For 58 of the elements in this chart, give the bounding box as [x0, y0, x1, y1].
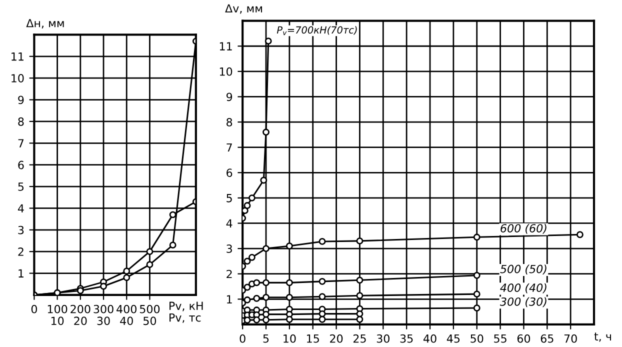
y-tick-label: 4 — [18, 204, 24, 212]
x-tick-label: 0 — [240, 334, 246, 343]
x2-tick-label: 10 — [51, 316, 64, 326]
y-tick-label: 9 — [18, 96, 24, 104]
x-tick-label: 45 — [446, 334, 460, 343]
x-tick-label: 5 — [263, 334, 269, 343]
y-tick-label: 3 — [18, 226, 24, 234]
y-tick-label: 5 — [226, 194, 232, 202]
y-tick-label: 6 — [18, 160, 24, 170]
y-tick-label: 7 — [18, 139, 24, 148]
series-label: 500 (50) — [500, 264, 546, 275]
series-label: 400 (40) — [500, 283, 546, 294]
y-axis-title: Δv, мм — [225, 4, 262, 14]
x-tick-label: 10 — [284, 334, 296, 343]
annotation: P$_{v}$=700кН(70тс) — [276, 26, 357, 36]
y-tick-label: 9 — [226, 92, 232, 102]
y-tick-label: 1 — [18, 269, 24, 278]
y-tick-label: 5 — [18, 182, 24, 191]
x-tick-label: 30 — [376, 334, 390, 343]
x2-tick-label: 50 — [144, 316, 156, 326]
x2-axis-title: Pv, тс — [170, 314, 201, 323]
x-tick-label: 200 — [70, 304, 90, 314]
y-tick-label: 11 — [220, 42, 232, 50]
y-tick-label: 10 — [220, 67, 232, 76]
y-tick-label: 8 — [226, 118, 232, 126]
y-tick-label: 2 — [226, 270, 232, 278]
x-tick-label: 20 — [330, 334, 343, 343]
x-axis-title: Pv, кН — [170, 302, 203, 312]
x2-tick-label: 20 — [74, 316, 87, 326]
y-tick-label: 6 — [226, 168, 232, 178]
x-tick-label: 15 — [307, 334, 319, 343]
x-tick-label: 35 — [400, 334, 413, 343]
y-tick-label: 1 — [227, 295, 232, 304]
x-tick-label: 500 — [140, 304, 160, 314]
x-tick-label: 400 — [116, 304, 136, 314]
x-tick-label: 65 — [540, 334, 554, 343]
x2-tick-label: 30 — [97, 316, 110, 326]
x-tick-label: 0 — [31, 304, 38, 314]
x2-tick-label: 40 — [120, 316, 133, 326]
y-tick-label: 11 — [12, 52, 24, 61]
y-tick-label: 10 — [12, 74, 24, 82]
x-tick-label: 40 — [423, 334, 436, 343]
x-tick-label: 300 — [94, 304, 114, 314]
series-label: 300 (30) — [500, 297, 546, 308]
series-label: 600 (60) — [500, 224, 546, 234]
x-tick-label: 55 — [494, 334, 506, 343]
y-tick-label: 8 — [18, 117, 24, 126]
y-tick-label: 4 — [226, 219, 232, 228]
y-tick-label: 2 — [18, 248, 24, 256]
y-tick-label: 3 — [226, 244, 232, 253]
y-tick-label: 7 — [226, 143, 232, 152]
y-axis-title: Δн, мм — [26, 19, 64, 28]
x-tick-label: 50 — [470, 334, 484, 343]
x-axis-title: t, ч — [594, 332, 611, 342]
x-tick-label: 100 — [48, 304, 68, 314]
x-tick-label: 60 — [517, 334, 530, 343]
x-tick-label: 70 — [564, 334, 577, 343]
x-tick-label: 25 — [353, 334, 366, 343]
